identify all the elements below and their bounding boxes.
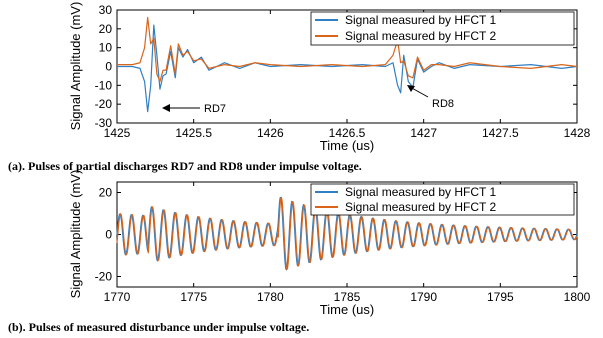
- chart-b-legend-label-1: Signal measured by HFCT 1: [345, 185, 497, 199]
- y-tick-label: 0: [105, 228, 112, 242]
- x-tick-label: 1800: [564, 290, 591, 304]
- rd7-label: RD7: [204, 103, 226, 115]
- x-tick-label: 1427.5: [482, 126, 519, 140]
- y-tick-label: -10: [95, 78, 113, 92]
- chart-a-y-axis-label: Signal Amplitude (mV): [68, 2, 83, 131]
- chart-a-legend: Signal measured by HFCT 1 Signal measure…: [310, 11, 575, 46]
- y-tick-label: 20: [99, 22, 113, 36]
- chart-a-annotations: RD7 RD8: [162, 85, 454, 115]
- chart-b-series-1-line: [116, 196, 578, 271]
- x-tick-label: 1428: [564, 126, 591, 140]
- chart-a-series-2-line: [117, 16, 578, 83]
- caption-a: (a). Pulses of partial discharges RD7 an…: [8, 159, 362, 173]
- chart-a-legend-box: [310, 11, 575, 46]
- chart-a-legend-label-1: Signal measured by HFCT 1: [345, 13, 497, 27]
- chart-b: 1770 1775 1780 1785 1790 1795 1800 20 0 -20 Time …: [68, 170, 591, 317]
- x-tick-label: 1425.5: [175, 126, 212, 140]
- y-tick-label: 30: [99, 3, 113, 17]
- chart-b-x-axis-label: Time (us): [320, 302, 374, 317]
- chart-b-legend-box: [310, 183, 575, 216]
- chart-b-y-axis-label: Signal Amplitude (mV): [68, 170, 83, 299]
- x-tick-label: 1790: [410, 290, 437, 304]
- chart-b-series-2-line: [116, 196, 578, 271]
- x-tick-label: 1775: [180, 290, 207, 304]
- chart-a-x-axis-label: Time (us): [320, 138, 374, 153]
- x-tick-label: 1426: [257, 126, 284, 140]
- x-tick-label: 1785: [334, 290, 361, 304]
- y-tick-label: 10: [99, 41, 113, 55]
- chart-a-ticks: 1425 1425.5 1426 1426.5 1427 1427.5 1428 30 20 10…: [95, 3, 591, 140]
- rd8-arrowhead: [407, 85, 415, 92]
- x-tick-label: 1780: [257, 290, 284, 304]
- y-tick-label: 20: [99, 186, 113, 200]
- rd8-label: RD8: [432, 98, 454, 110]
- chart-b-legend-label-2: Signal measured by HFCT 2: [345, 200, 497, 214]
- chart-a: 1425 1425.5 1426 1426.5 1427 1427.5 1428 30 20 10…: [68, 2, 591, 153]
- x-tick-label: 1425: [104, 126, 131, 140]
- y-tick-label: -20: [95, 97, 113, 111]
- chart-a-lines: [117, 16, 578, 113]
- chart-b-ticks: 1770 1775 1780 1785 1790 1795 1800 20 0 -20: [95, 182, 591, 304]
- caption-b: (b). Pulses of measured disturbance unde…: [8, 320, 309, 334]
- x-tick-label: 1795: [487, 290, 514, 304]
- chart-a-legend-label-2: Signal measured by HFCT 2: [345, 29, 497, 43]
- rd7-arrowhead: [162, 104, 170, 112]
- chart-b-legend: Signal measured by HFCT 1 Signal measure…: [310, 183, 575, 216]
- chart-b-lines: [116, 196, 578, 271]
- x-tick-label: 1770: [104, 290, 131, 304]
- y-tick-label: -20: [95, 270, 113, 284]
- y-tick-label: 0: [105, 60, 112, 74]
- x-tick-label: 1426.5: [329, 126, 366, 140]
- x-tick-label: 1427: [410, 126, 437, 140]
- y-tick-label: -30: [95, 116, 113, 130]
